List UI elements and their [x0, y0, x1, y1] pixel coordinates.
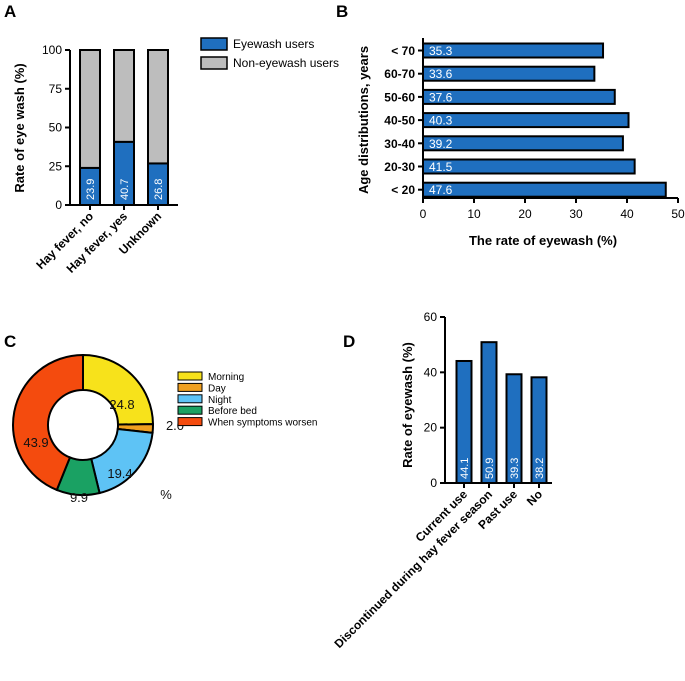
bar-b: [422, 112, 630, 129]
y-tick-label-b: < 70: [391, 44, 415, 58]
data-label-b: 40.3: [429, 114, 453, 128]
x-tick-label-d: Discontinued during hay fever season: [332, 487, 496, 651]
data-label-a: 40.7: [119, 179, 131, 200]
donut-slice: [12, 353, 84, 492]
panel-label-d: D: [343, 332, 355, 351]
data-label-d: 39.3: [509, 458, 521, 479]
data-label-d: 50.9: [484, 458, 496, 479]
y-axis-label-a: Rate of eye wash (%): [12, 63, 27, 192]
bar-b: [422, 135, 624, 152]
x-tick-label-b: 40: [620, 207, 634, 221]
donut-value-label: 9.9: [70, 490, 88, 505]
y-tick-label-d: 60: [424, 310, 438, 324]
x-tick-label-b: 30: [569, 207, 583, 221]
x-tick-label-b: 0: [420, 207, 427, 221]
data-label-a: 26.8: [153, 179, 165, 200]
y-tick-label-d: 20: [424, 421, 438, 435]
donut-value-label: 43.9: [23, 435, 48, 450]
legend-swatch-c: [177, 394, 203, 404]
data-label-b: 35.3: [429, 44, 453, 58]
legend-label-c: When symptoms worsen: [208, 418, 317, 429]
x-tick-label-b: 10: [467, 207, 481, 221]
bar-b: [422, 158, 636, 175]
legend-swatch-c: [177, 417, 203, 427]
y-tick-label-b: 50-60: [384, 90, 415, 104]
x-tick-label-d: No: [524, 487, 545, 508]
y-axis-label-d: Rate of eyewash (%): [400, 342, 415, 468]
legend-label-c: Night: [208, 395, 232, 406]
y-tick-label-b: 20-30: [384, 160, 415, 174]
legend-swatch-c: [177, 382, 203, 392]
y-tick-label-a: 50: [49, 121, 63, 135]
panel-b-chart: 35.3 < 70 33.6 60-70 37.6 50-60 40.3 40-50 39.2 3…: [356, 38, 685, 248]
bar-b: [422, 181, 667, 198]
legend-label-c: Morning: [208, 372, 244, 383]
unit-label-c: %: [160, 487, 172, 502]
y-axis-label-b: Age distributions, years: [356, 46, 371, 194]
bar-a-non-users: [113, 49, 135, 143]
donut-value-label: 19.4: [107, 466, 132, 481]
y-tick-label-d: 40: [424, 365, 438, 379]
legend-swatch-c: [177, 405, 203, 415]
legend-label-a: Eyewash users: [233, 37, 314, 51]
data-label-d: 44.1: [459, 458, 471, 479]
bar-a-non-users: [79, 49, 101, 169]
panel-c-chart: 24.82.019.49.943.9%MorningDayNightBefore…: [12, 353, 317, 505]
y-tick-label-a: 0: [55, 198, 62, 212]
legend-swatch-c: [177, 371, 203, 381]
data-label-d: 38.2: [534, 458, 546, 479]
y-tick-label-b: 60-70: [384, 67, 415, 81]
y-tick-label-b: 40-50: [384, 114, 415, 128]
y-tick-label-b: 30-40: [384, 137, 415, 151]
bar-a-non-users: [147, 49, 169, 165]
legend-label-c: Day: [208, 383, 226, 394]
x-tick-label-b: 50: [671, 207, 685, 221]
y-tick-label-a: 25: [49, 159, 63, 173]
donut-slice: [82, 353, 155, 426]
y-tick-label-d: 0: [430, 476, 437, 490]
legend-swatch-a: [200, 56, 228, 70]
data-label-b: 39.2: [429, 137, 453, 151]
x-tick-label-a: Hay fever, no: [33, 209, 96, 272]
y-tick-label-b: < 20: [391, 183, 415, 197]
legend-label-a: Non-eyewash users: [233, 56, 339, 70]
panel-label-c: C: [4, 332, 16, 351]
data-label-b: 41.5: [429, 160, 453, 174]
y-tick-label-a: 100: [42, 43, 62, 57]
data-label-a: 23.9: [85, 179, 97, 200]
data-label-b: 33.6: [429, 67, 453, 81]
donut-slice: [90, 427, 154, 495]
panel-label-b: B: [336, 2, 348, 21]
y-tick-label-a: 75: [49, 82, 63, 96]
x-axis-label-b: The rate of eyewash (%): [469, 233, 617, 248]
data-label-b: 37.6: [429, 90, 453, 104]
panel-label-a: A: [4, 2, 16, 21]
x-tick-label-b: 20: [518, 207, 532, 221]
donut-value-label: 24.8: [109, 397, 134, 412]
legend-label-c: Before bed: [208, 406, 257, 417]
legend-swatch-a: [200, 37, 228, 51]
data-label-b: 47.6: [429, 183, 453, 197]
